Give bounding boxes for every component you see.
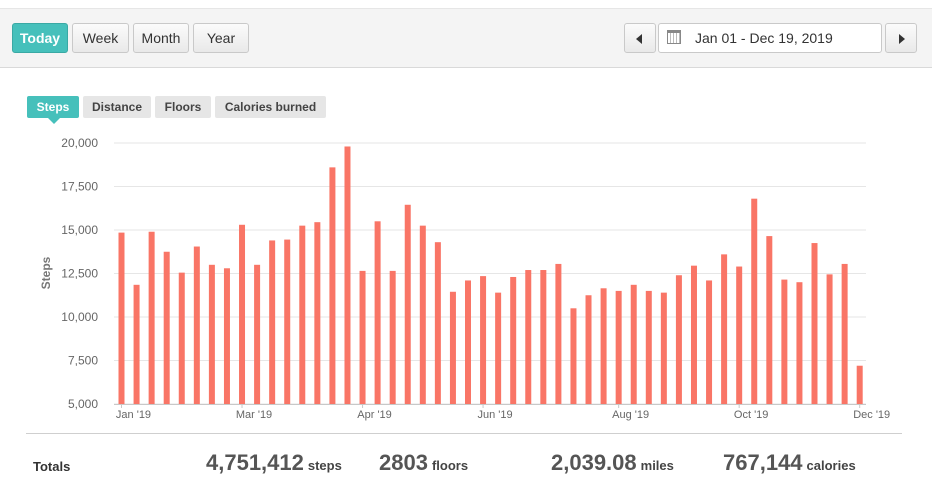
bar: [254, 264, 261, 404]
next-range-button[interactable]: [885, 23, 917, 53]
bar: [690, 265, 697, 404]
y-tick-label: 12,500: [61, 267, 98, 281]
bar: [721, 254, 728, 404]
bar: [434, 242, 441, 404]
bar: [660, 292, 667, 404]
bar: [480, 276, 487, 404]
total-miles-value: 2,039.08: [551, 450, 637, 475]
bar: [796, 282, 803, 404]
x-tick-label: Jun '19: [477, 409, 512, 421]
month-button[interactable]: Month: [133, 23, 189, 53]
y-tick-label: 15,000: [61, 223, 98, 237]
bar: [118, 232, 125, 404]
bar: [510, 276, 517, 404]
y-tick-label: 5,000: [68, 397, 98, 411]
bar: [284, 239, 291, 404]
date-range-text: Jan 01 - Dec 19, 2019: [695, 30, 833, 46]
bar: [841, 263, 848, 404]
bar: [630, 284, 637, 404]
bar: [645, 290, 652, 404]
bar: [239, 224, 246, 404]
x-tick-label: Mar '19: [236, 409, 272, 421]
total-steps-value: 4,751,412: [206, 450, 304, 475]
x-tick-label: Oct '19: [734, 409, 769, 421]
bar: [826, 274, 833, 404]
tab-calories-burned[interactable]: Calories burned: [215, 96, 326, 118]
bar: [359, 270, 366, 404]
bar: [751, 198, 758, 404]
tab-floors[interactable]: Floors: [155, 96, 211, 118]
today-button[interactable]: Today: [12, 23, 68, 53]
bar: [495, 292, 502, 404]
totals-label: Totals: [33, 459, 71, 474]
bar: [540, 270, 547, 404]
tab-distance[interactable]: Distance: [83, 96, 151, 118]
bar: [148, 231, 155, 404]
bar: [178, 272, 185, 404]
week-button[interactable]: Week: [72, 23, 129, 53]
bar: [389, 270, 396, 404]
bar: [404, 204, 411, 404]
total-floors-value: 2803: [379, 450, 428, 475]
bar: [525, 270, 532, 404]
chevron-left-icon: [636, 34, 642, 44]
bar: [193, 246, 200, 404]
chevron-right-icon: [899, 34, 905, 44]
total-calories-unit: calories: [806, 458, 856, 473]
bar: [374, 221, 381, 404]
bar: [766, 236, 773, 404]
total-steps: 4,751,412 steps: [206, 450, 342, 476]
bar: [585, 295, 592, 404]
calendar-icon: [667, 30, 681, 44]
total-calories-value: 767,144: [723, 450, 803, 475]
bar: [269, 240, 276, 404]
bar: [208, 264, 215, 404]
y-tick-label: 7,500: [68, 354, 98, 368]
bar: [329, 167, 336, 404]
x-tick-label: Dec '19: [853, 409, 890, 421]
bar: [449, 291, 456, 404]
bar: [299, 225, 306, 404]
bar: [163, 251, 170, 404]
x-tick-label: Aug '19: [612, 409, 649, 421]
divider: [26, 433, 902, 434]
bar: [856, 365, 863, 404]
y-tick-label: 17,500: [61, 180, 98, 194]
bar: [555, 263, 562, 404]
bar: [811, 243, 818, 404]
total-steps-unit: steps: [307, 458, 342, 473]
toolbar: Today Week Month Year Jan 01 - Dec 19, 2…: [0, 8, 932, 68]
bar: [465, 280, 471, 404]
bar: [133, 284, 140, 404]
bar: [344, 146, 351, 405]
bar: [781, 279, 788, 404]
bar: [675, 275, 682, 404]
date-range-picker[interactable]: Jan 01 - Dec 19, 2019: [658, 23, 882, 53]
bar: [314, 222, 321, 404]
year-button[interactable]: Year: [193, 23, 249, 53]
bar: [419, 225, 426, 404]
y-axis-label: Steps: [39, 256, 53, 289]
bar: [736, 266, 743, 404]
total-floors: 2803 floors: [379, 450, 468, 476]
x-tick-label: Apr '19: [357, 409, 392, 421]
tab-steps[interactable]: Steps: [27, 96, 79, 124]
bar: [706, 280, 713, 404]
y-tick-label: 10,000: [61, 310, 98, 324]
y-tick-label: 20,000: [61, 136, 98, 150]
total-floors-unit: floors: [431, 458, 469, 473]
bar: [223, 268, 230, 404]
total-miles-unit: miles: [640, 458, 674, 473]
total-calories: 767,144 calories: [723, 450, 856, 476]
bar: [615, 290, 622, 404]
x-tick-label: Jan '19: [116, 409, 151, 421]
bar: [570, 308, 577, 404]
bar: [600, 288, 607, 404]
previous-range-button[interactable]: [624, 23, 656, 53]
total-miles: 2,039.08 miles: [551, 450, 674, 476]
